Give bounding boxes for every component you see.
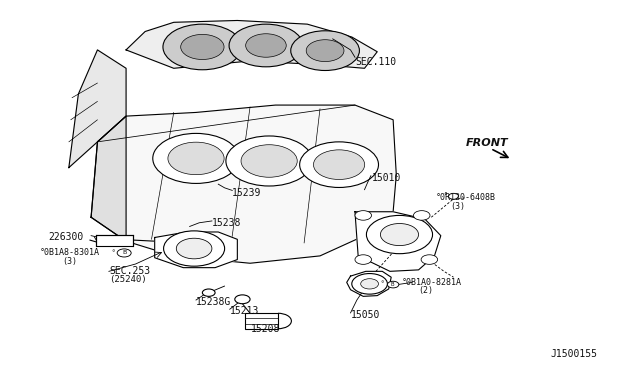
Text: 15010: 15010 bbox=[372, 173, 401, 183]
Text: (3): (3) bbox=[451, 202, 465, 211]
Circle shape bbox=[387, 281, 399, 288]
Circle shape bbox=[229, 24, 303, 67]
Text: (3): (3) bbox=[63, 257, 77, 266]
Text: B: B bbox=[122, 250, 126, 256]
Text: SEC.110: SEC.110 bbox=[355, 57, 396, 67]
Circle shape bbox=[300, 142, 378, 187]
Circle shape bbox=[168, 142, 224, 175]
Circle shape bbox=[361, 279, 378, 289]
Text: °0R120-6408B: °0R120-6408B bbox=[436, 193, 496, 202]
Polygon shape bbox=[91, 105, 396, 263]
Circle shape bbox=[180, 35, 224, 60]
Circle shape bbox=[202, 289, 215, 296]
Polygon shape bbox=[155, 232, 237, 268]
Circle shape bbox=[226, 136, 312, 186]
Circle shape bbox=[352, 273, 387, 294]
Circle shape bbox=[241, 145, 297, 177]
Text: 226300: 226300 bbox=[48, 232, 83, 242]
Text: B: B bbox=[390, 282, 394, 287]
Circle shape bbox=[413, 211, 430, 220]
Circle shape bbox=[314, 150, 365, 179]
Text: FRONT: FRONT bbox=[467, 138, 509, 148]
Text: SEC.253: SEC.253 bbox=[109, 266, 150, 276]
Circle shape bbox=[176, 238, 212, 259]
Text: °0B1A8-8301A: °0B1A8-8301A bbox=[40, 248, 100, 257]
Text: 15239: 15239 bbox=[232, 187, 262, 198]
Text: °: ° bbox=[380, 282, 383, 288]
Polygon shape bbox=[355, 212, 441, 271]
Bar bbox=[96, 235, 133, 246]
Text: 15208: 15208 bbox=[252, 324, 281, 334]
Polygon shape bbox=[126, 20, 377, 68]
Circle shape bbox=[421, 255, 438, 264]
Circle shape bbox=[164, 231, 225, 266]
Circle shape bbox=[380, 224, 419, 246]
Circle shape bbox=[355, 211, 371, 220]
Text: 15050: 15050 bbox=[351, 311, 380, 320]
Bar bbox=[245, 313, 278, 329]
Circle shape bbox=[163, 24, 242, 70]
Circle shape bbox=[449, 193, 459, 199]
Polygon shape bbox=[69, 50, 126, 168]
Circle shape bbox=[246, 34, 286, 57]
Text: 15238G: 15238G bbox=[196, 297, 231, 307]
Polygon shape bbox=[91, 116, 126, 241]
Circle shape bbox=[367, 215, 433, 254]
Text: °0B1A0-8281A: °0B1A0-8281A bbox=[401, 278, 461, 287]
Circle shape bbox=[235, 295, 250, 304]
Text: °: ° bbox=[112, 250, 115, 256]
Text: 15238: 15238 bbox=[212, 218, 241, 228]
Text: (2): (2) bbox=[419, 286, 433, 295]
Circle shape bbox=[306, 40, 344, 61]
Text: °: ° bbox=[444, 192, 447, 201]
Circle shape bbox=[153, 134, 239, 183]
Text: (25240): (25240) bbox=[109, 275, 147, 284]
Polygon shape bbox=[347, 271, 391, 296]
Circle shape bbox=[291, 31, 360, 71]
Text: 15213: 15213 bbox=[230, 306, 259, 316]
Circle shape bbox=[355, 255, 371, 264]
Circle shape bbox=[117, 249, 131, 257]
Text: J1500155: J1500155 bbox=[550, 349, 597, 359]
